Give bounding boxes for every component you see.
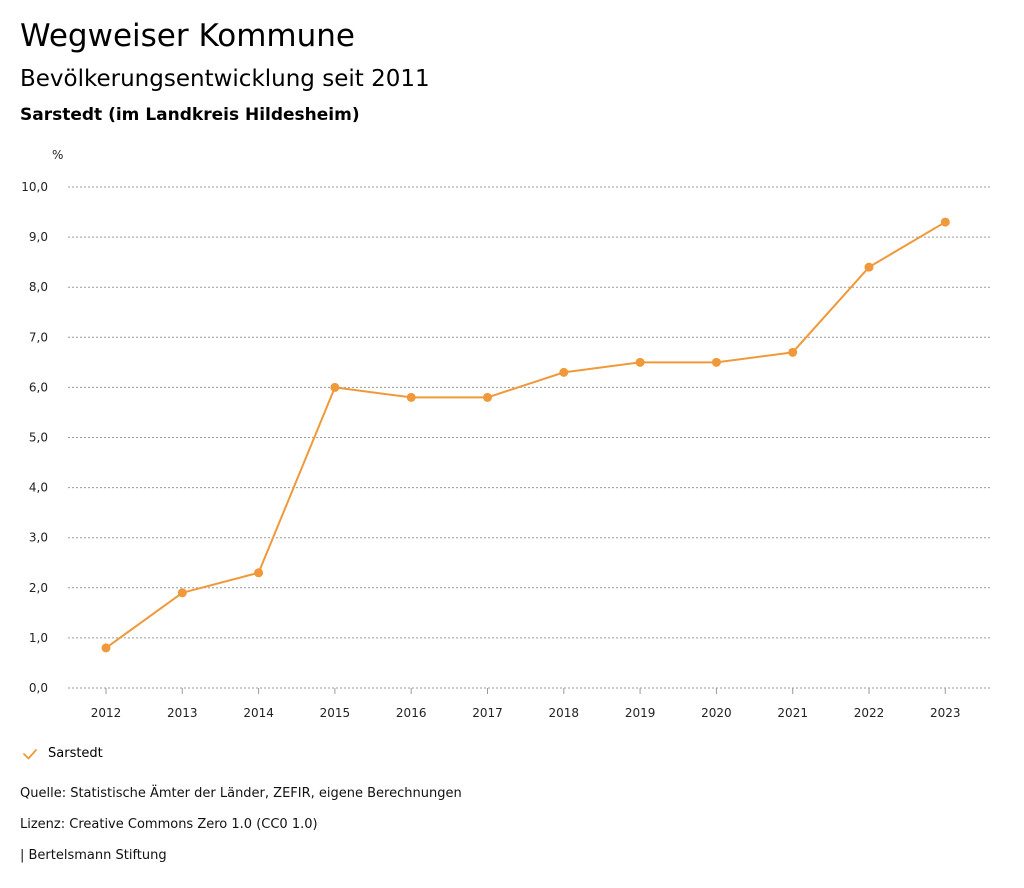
y-tick-label: 2,0 — [29, 581, 48, 595]
x-tick-label: 2020 — [701, 706, 732, 720]
y-tick-label: 0,0 — [29, 681, 48, 695]
chart-legend[interactable]: Sarstedt — [22, 744, 103, 764]
data-point — [635, 357, 645, 367]
data-point — [864, 262, 874, 272]
data-point — [559, 367, 569, 377]
series-line-sarstedt — [105, 221, 946, 649]
page-title: Wegweiser Kommune — [20, 18, 355, 54]
y-tick-label: 1,0 — [29, 631, 48, 645]
x-tick-label: 2012 — [91, 706, 122, 720]
x-tick-label: 2021 — [777, 706, 808, 720]
y-axis-unit-label: % — [52, 148, 63, 162]
data-point — [940, 217, 950, 227]
y-tick-label: 5,0 — [29, 431, 48, 445]
license-note: Lizenz: Creative Commons Zero 1.0 (CC0 1… — [20, 817, 318, 832]
data-point — [177, 588, 187, 598]
y-tick-label: 7,0 — [29, 330, 48, 344]
checkmark-icon — [23, 749, 37, 760]
x-tick-label: 2013 — [167, 706, 198, 720]
y-tick-label: 3,0 — [29, 531, 48, 545]
source-note: Quelle: Statistische Ämter der Länder, Z… — [20, 786, 462, 801]
data-point — [711, 357, 721, 367]
data-point — [406, 392, 416, 402]
x-tick-label: 2019 — [625, 706, 656, 720]
data-point — [483, 392, 492, 402]
data-point — [254, 568, 264, 578]
y-tick-label: 9,0 — [29, 230, 48, 244]
data-point — [101, 643, 111, 653]
legend-label-sarstedt: Sarstedt — [48, 746, 103, 761]
x-tick-label: 2017 — [472, 706, 503, 720]
line-chart: % 0,0 1,0 2,0 3,0 4,0 5,0 6,0 7,0 8,0 9,0 10,0 2012 2… — [21, 148, 990, 720]
x-tick-label: 2023 — [930, 706, 961, 720]
y-tick-label: 4,0 — [29, 481, 48, 495]
data-point — [330, 382, 340, 392]
x-tick-label: 2022 — [854, 706, 885, 720]
x-tick-label: 2018 — [549, 706, 580, 720]
y-tick-label: 10,0 — [21, 180, 48, 194]
publisher-note: | Bertelsmann Stiftung — [20, 848, 167, 863]
region-label: Sarstedt (im Landkreis Hildesheim) — [20, 105, 360, 125]
data-point — [788, 347, 798, 357]
y-tick-label: 8,0 — [29, 280, 48, 294]
y-tick-label: 6,0 — [29, 380, 48, 394]
x-tick-label: 2014 — [243, 706, 274, 720]
x-tick-label: 2016 — [396, 706, 427, 720]
x-tick-label: 2015 — [320, 706, 351, 720]
chart-subtitle: Bevölkerungsentwicklung seit 2011 — [20, 66, 430, 92]
